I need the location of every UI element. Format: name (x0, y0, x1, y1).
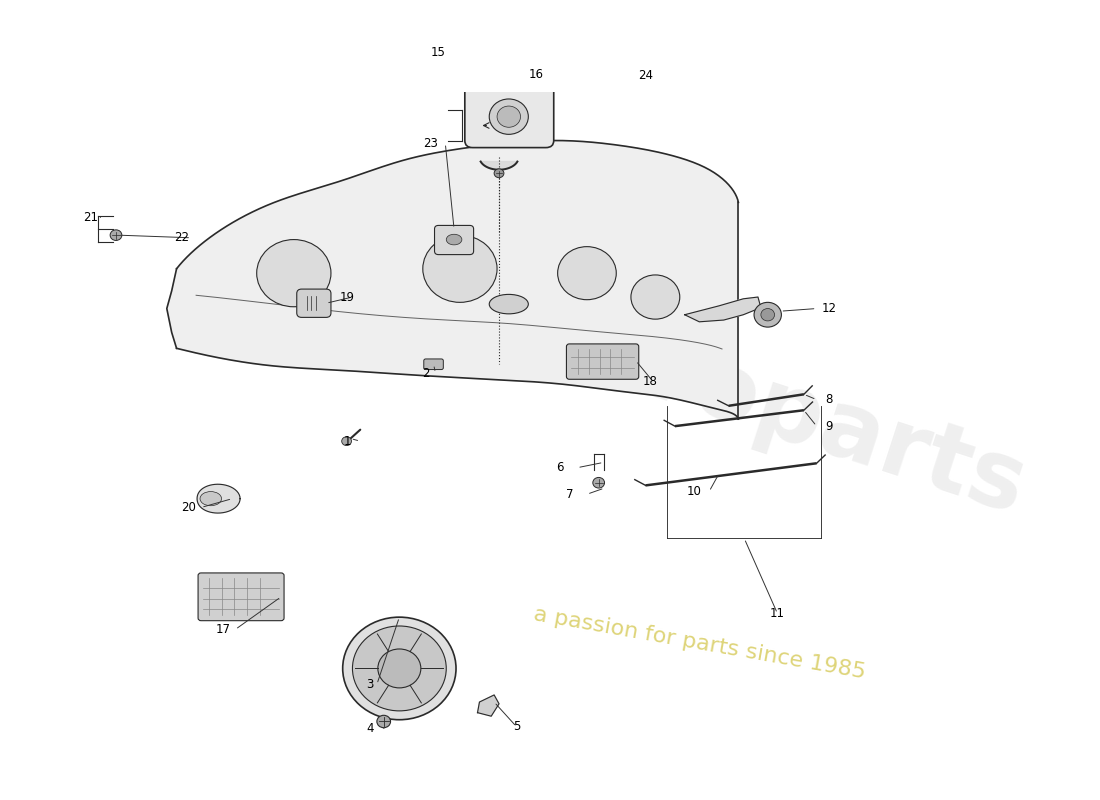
Text: 9: 9 (825, 420, 833, 433)
Text: 4: 4 (366, 722, 374, 735)
FancyBboxPatch shape (198, 573, 284, 621)
Text: 12: 12 (822, 302, 837, 315)
Circle shape (110, 230, 122, 241)
Text: 1: 1 (344, 434, 351, 448)
Polygon shape (167, 269, 177, 348)
Circle shape (377, 715, 390, 728)
Polygon shape (197, 484, 240, 513)
Polygon shape (477, 695, 499, 716)
Polygon shape (481, 162, 517, 170)
Circle shape (754, 302, 781, 327)
Circle shape (422, 235, 497, 302)
Text: 13: 13 (399, 0, 415, 1)
Text: 11: 11 (770, 607, 785, 620)
Ellipse shape (490, 294, 528, 314)
Text: 3: 3 (366, 678, 374, 691)
FancyBboxPatch shape (465, 85, 553, 148)
Circle shape (378, 649, 421, 688)
Text: 19: 19 (340, 290, 355, 303)
Text: 24: 24 (638, 70, 653, 82)
Circle shape (256, 239, 331, 306)
Circle shape (342, 437, 352, 446)
Text: 18: 18 (644, 375, 658, 389)
Text: 20: 20 (180, 501, 196, 514)
Text: 7: 7 (565, 488, 573, 501)
Text: 2: 2 (422, 366, 429, 379)
Circle shape (343, 617, 456, 720)
Ellipse shape (200, 491, 221, 506)
Circle shape (490, 99, 528, 134)
Text: 6: 6 (556, 462, 563, 474)
Text: 17: 17 (216, 623, 231, 636)
Text: 5: 5 (513, 720, 520, 734)
Circle shape (494, 169, 504, 178)
Circle shape (558, 246, 616, 300)
FancyBboxPatch shape (566, 344, 639, 379)
Text: 8: 8 (826, 393, 833, 406)
Circle shape (631, 275, 680, 319)
Text: 22: 22 (174, 231, 189, 244)
Text: 14: 14 (502, 0, 516, 1)
Circle shape (352, 626, 447, 711)
Text: 23: 23 (424, 137, 438, 150)
Text: a passion for parts since 1985: a passion for parts since 1985 (531, 605, 867, 682)
Circle shape (761, 309, 774, 321)
FancyBboxPatch shape (297, 289, 331, 318)
Circle shape (593, 478, 605, 488)
Text: 15: 15 (431, 46, 446, 58)
Ellipse shape (447, 234, 462, 245)
Text: 21: 21 (84, 211, 98, 224)
Polygon shape (684, 297, 761, 322)
Text: europarts: europarts (513, 286, 1037, 534)
Text: 16: 16 (529, 68, 543, 81)
Text: 10: 10 (688, 485, 702, 498)
Polygon shape (177, 141, 738, 419)
FancyBboxPatch shape (434, 226, 474, 254)
Circle shape (497, 106, 520, 127)
FancyBboxPatch shape (424, 359, 443, 370)
